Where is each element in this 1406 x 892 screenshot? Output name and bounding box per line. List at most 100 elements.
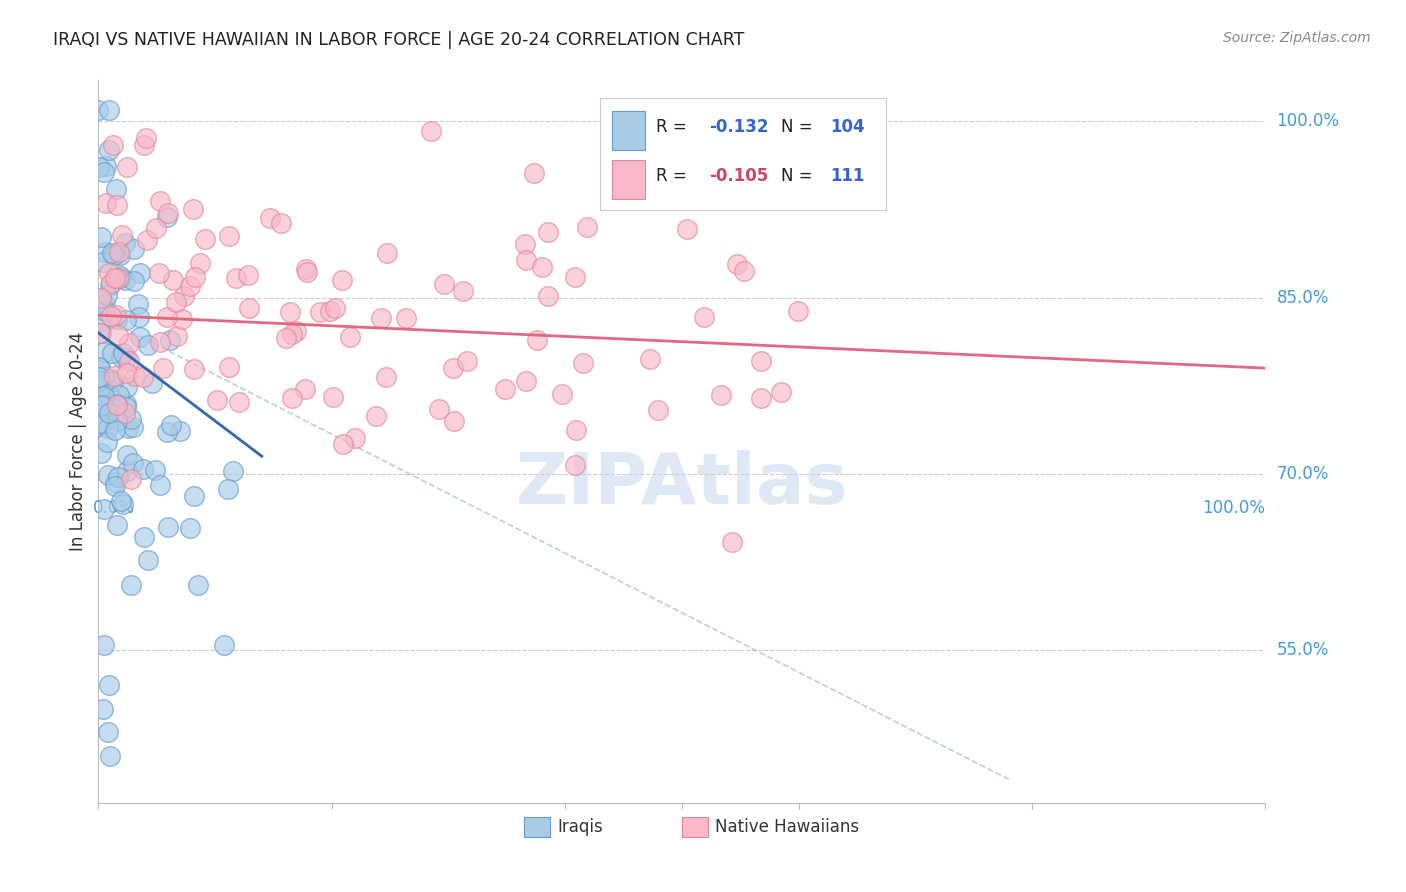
Point — [108, 270, 131, 285]
Point — [90, 326, 112, 340]
Point — [97, 725, 120, 739]
Point — [343, 431, 366, 445]
Point — [572, 356, 595, 370]
Point — [94, 245, 117, 260]
Point — [98, 412, 121, 426]
Text: R =: R = — [657, 119, 692, 136]
Point — [108, 268, 131, 283]
Bar — [612, 160, 644, 200]
Point — [120, 578, 142, 592]
Point — [111, 497, 134, 511]
Point — [115, 379, 138, 393]
Point — [96, 376, 118, 391]
Point — [124, 369, 146, 384]
Text: ZIPAtlas: ZIPAtlas — [516, 450, 848, 519]
Point — [187, 577, 209, 591]
Text: 55.0%: 55.0% — [1277, 641, 1329, 659]
Text: 85.0%: 85.0% — [1277, 289, 1329, 307]
Point — [91, 254, 114, 268]
Point — [89, 230, 111, 244]
Point — [97, 386, 120, 401]
Point — [115, 448, 138, 462]
Point — [319, 303, 342, 318]
Point — [97, 421, 120, 435]
Point — [91, 389, 114, 403]
Point — [205, 392, 228, 407]
Bar — [524, 816, 550, 837]
Point — [91, 702, 114, 716]
Point — [184, 270, 207, 285]
Text: 100.0%: 100.0% — [1202, 500, 1265, 517]
Text: N =: N = — [782, 119, 818, 136]
Point — [90, 314, 112, 328]
Point — [98, 278, 121, 293]
Point — [188, 256, 211, 270]
Point — [89, 419, 111, 434]
Point — [169, 424, 191, 438]
Point — [132, 530, 155, 544]
Point — [114, 313, 136, 327]
Point — [181, 202, 204, 216]
Point — [105, 311, 128, 326]
Point — [89, 416, 111, 430]
Point — [443, 413, 465, 427]
Point — [114, 406, 136, 420]
Point — [526, 333, 548, 347]
Point — [115, 400, 138, 414]
Point — [129, 266, 152, 280]
Text: -0.105: -0.105 — [709, 168, 768, 186]
Point — [280, 391, 302, 405]
Point — [136, 338, 159, 352]
Text: 70.0%: 70.0% — [1277, 465, 1329, 483]
Point — [155, 310, 177, 324]
Point — [134, 137, 156, 152]
Point — [183, 361, 205, 376]
Point — [238, 301, 260, 315]
Point — [225, 271, 247, 285]
Point — [294, 262, 316, 277]
Point — [122, 420, 145, 434]
Point — [183, 489, 205, 503]
Point — [395, 311, 418, 326]
Point — [281, 326, 304, 341]
Point — [118, 353, 141, 368]
Point — [87, 360, 110, 375]
Point — [575, 220, 598, 235]
Point — [157, 206, 180, 220]
Point — [132, 370, 155, 384]
Point — [108, 387, 131, 401]
Point — [564, 458, 586, 472]
Point — [100, 276, 122, 290]
Point — [638, 352, 661, 367]
Point — [103, 479, 125, 493]
Point — [721, 534, 744, 549]
Point — [110, 227, 132, 242]
Point — [747, 107, 769, 121]
Point — [530, 260, 553, 275]
Point — [647, 403, 669, 417]
Point — [270, 216, 292, 230]
Point — [156, 425, 179, 440]
Bar — [612, 111, 644, 151]
Point — [143, 463, 166, 477]
Text: 100.0%: 100.0% — [1277, 112, 1340, 130]
Point — [103, 374, 125, 388]
Point — [97, 406, 120, 420]
Point — [375, 246, 398, 260]
Point — [128, 330, 150, 344]
Point — [120, 472, 142, 486]
FancyBboxPatch shape — [600, 98, 886, 211]
Point — [152, 360, 174, 375]
Point — [141, 376, 163, 390]
Point — [537, 225, 560, 239]
Point — [103, 368, 125, 383]
Point — [115, 160, 138, 174]
Point — [165, 294, 187, 309]
Point — [162, 273, 184, 287]
Point — [105, 518, 128, 533]
Point — [217, 482, 239, 496]
Point — [105, 198, 128, 212]
Point — [94, 297, 117, 311]
Point — [97, 468, 120, 483]
Point — [322, 390, 344, 404]
